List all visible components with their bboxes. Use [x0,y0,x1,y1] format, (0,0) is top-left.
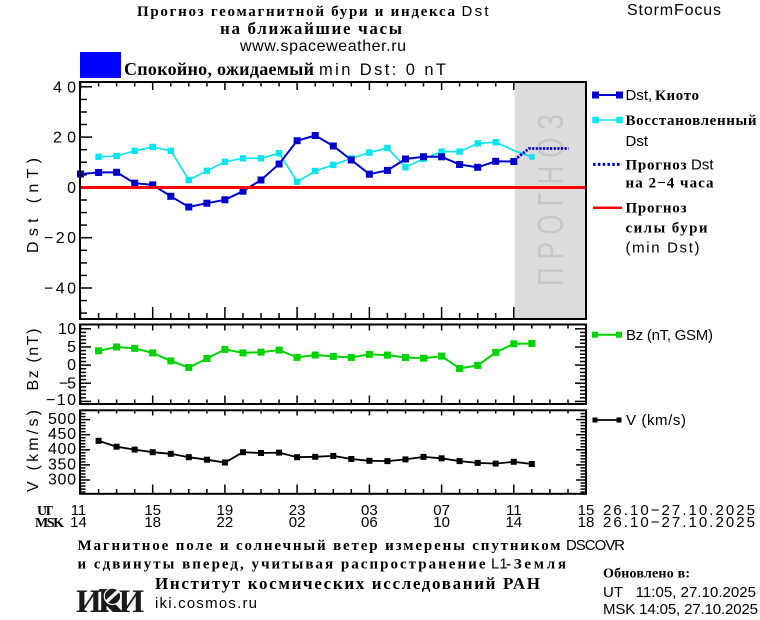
svg-text:11: 11 [506,502,522,519]
svg-text:300: 300 [48,471,76,488]
svg-text:10: 10 [433,514,450,531]
svg-text:400: 400 [48,441,76,458]
svg-text:Dst: Dst [626,133,649,150]
svg-text:14: 14 [505,514,522,531]
svg-text:15: 15 [578,502,595,519]
svg-text:Dst: Dst [462,3,490,20]
svg-text:StormFocus: StormFocus [627,2,721,19]
svg-text:Киото: Киото [655,88,699,104]
svg-text:0: 0 [67,357,76,374]
svg-text:5: 5 [67,339,76,356]
svg-text:15: 15 [144,502,161,519]
svg-text:(min Dst): (min Dst) [626,240,700,257]
svg-text:Dst,: Dst, [626,87,653,104]
svg-text:0: 0 [67,180,76,197]
svg-text:и сдвинуты вперед, учитывая ра: и сдвинуты вперед, учитывая распростране… [78,557,486,573]
svg-text:450: 450 [48,426,76,443]
svg-text:iki.cosmos.ru: iki.cosmos.ru [155,595,257,612]
svg-text:19: 19 [217,502,234,519]
svg-text:И: И [119,584,145,620]
svg-text:Магнитное поле и солнечный вет: Магнитное поле и солнечный ветер измерен… [78,538,561,554]
svg-text:−10: −10 [46,392,76,409]
svg-text:14: 14 [70,514,87,531]
svg-text:−20: −20 [44,230,76,247]
svg-text:−40: −40 [44,281,76,298]
svg-text:07: 07 [433,502,450,519]
svg-text:Восстановленный: Восстановленный [626,113,757,129]
svg-text:Прогноз: Прогноз [626,158,687,174]
svg-text:И: И [76,584,102,620]
svg-text:UT: UT [37,504,54,519]
svg-text:Bz (nT, GSM): Bz (nT, GSM) [626,327,713,344]
svg-text:ПРОГНОЗ: ПРОГНОЗ [530,114,571,286]
svg-text:DSCOVR: DSCOVR [566,537,625,554]
svg-text:-Земля: -Земля [506,557,566,573]
svg-text:350: 350 [48,456,76,473]
svg-text:Прогноз геомагнитной бури и ин: Прогноз геомагнитной бури и индекса [137,4,456,20]
svg-text:V (km/s): V (km/s) [626,412,686,429]
svg-text:11: 11 [71,502,87,519]
svg-text:500: 500 [48,411,76,428]
svg-text:Dst: Dst [691,157,714,174]
svg-text:−5: −5 [59,375,76,392]
svg-text:06: 06 [361,514,378,531]
svg-text:MSK 14:05, 27.10.2025: MSK 14:05, 27.10.2025 [603,601,758,618]
svg-text:26.10−27.10.2025: 26.10−27.10.2025 [603,502,755,519]
svg-text:Институт космических исследова: Институт космических исследований РАН [155,574,540,593]
svg-text:MSK: MSK [35,516,64,531]
svg-text:силы бури: силы бури [626,221,708,237]
svg-text:10: 10 [58,321,76,338]
svg-text:на ближайшие часы: на ближайшие часы [220,19,402,38]
svg-text:Прогноз: Прогноз [626,201,687,217]
svg-text:www.spaceweather.ru: www.spaceweather.ru [239,38,406,55]
svg-text:Обновлено в:: Обновлено в: [603,567,690,582]
svg-text:UT 11:05, 27.10.2025: UT 11:05, 27.10.2025 [603,584,756,601]
svg-text:18: 18 [144,514,161,531]
svg-text:02: 02 [289,514,306,531]
svg-text:26.10−27.10.2025: 26.10−27.10.2025 [603,514,755,531]
svg-text:Bz (nT): Bz (nT) [25,329,42,391]
svg-text:Спокойно, ожидаемый: Спокойно, ожидаемый [124,59,314,79]
svg-text:на 2−4 часа: на 2−4 часа [626,176,715,192]
svg-text:L1: L1 [491,556,508,573]
svg-text:03: 03 [361,502,378,519]
svg-text:18: 18 [578,514,595,531]
svg-text:23: 23 [289,502,306,519]
svg-text:22: 22 [217,514,234,531]
